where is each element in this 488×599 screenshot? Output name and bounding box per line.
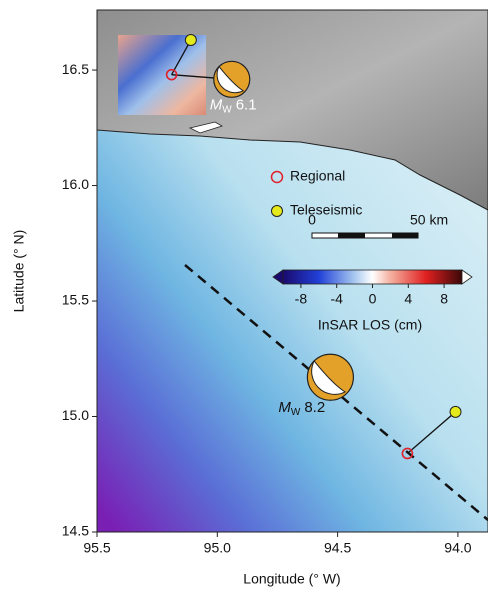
x-axis-label: Longitude (° W) <box>243 571 340 587</box>
y-tick-label: 14.5 <box>62 523 89 539</box>
magnitude-subscript: W <box>222 104 232 115</box>
magnitude-symbol: M <box>278 399 291 416</box>
colorbar-tick-label: 8 <box>440 291 448 307</box>
x-tick-label: 94.0 <box>444 540 471 556</box>
teleseismic-marker <box>450 406 461 417</box>
colorbar-tick-label: 0 <box>369 291 377 307</box>
y-axis-label: Latitude (° N) <box>11 230 27 313</box>
scale-end: 50 km <box>410 212 448 228</box>
magnitude-symbol: M <box>210 96 223 113</box>
y-tick-label: 15.0 <box>62 407 89 423</box>
teleseismic-marker <box>185 35 196 46</box>
y-tick-label: 16.5 <box>62 61 89 77</box>
colorbar-tick-label: -4 <box>330 291 343 307</box>
legend-label: Teleseismic <box>290 202 362 218</box>
beachball <box>214 61 250 97</box>
legend-label: Regional <box>290 168 345 184</box>
colorbar-label: InSAR LOS (cm) <box>318 317 422 333</box>
magnitude-subscript: W <box>291 407 301 418</box>
x-tick-label: 94.5 <box>324 540 351 556</box>
legend-marker <box>272 206 283 217</box>
y-tick-label: 16.0 <box>62 176 89 192</box>
magnitude-value: 8.2 <box>304 399 325 416</box>
colorbar-tick-label: -8 <box>295 291 308 307</box>
magnitude-value: 6.1 <box>236 96 257 113</box>
insar-inset <box>118 35 206 115</box>
colorbar <box>283 270 462 284</box>
beachball <box>307 354 353 400</box>
scale-bar-segment <box>392 233 418 238</box>
x-tick-label: 95.5 <box>83 540 110 556</box>
map-figure: Longitude (° W) Latitude (° N) 0 50 km I… <box>0 0 488 594</box>
x-tick-label: 95.0 <box>204 540 231 556</box>
colorbar-tick-label: 4 <box>404 291 412 307</box>
scale-bar-segment <box>338 233 365 238</box>
y-tick-label: 15.5 <box>62 292 89 308</box>
